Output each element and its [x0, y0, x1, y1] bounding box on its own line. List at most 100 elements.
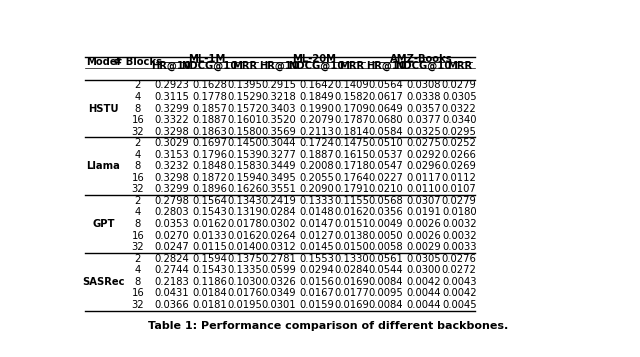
Text: 0.3495: 0.3495	[261, 173, 296, 183]
Text: 0.2079: 0.2079	[299, 115, 334, 125]
Text: 0.0296: 0.0296	[406, 161, 441, 171]
Text: 0.2090: 0.2090	[300, 184, 334, 194]
Text: 0.0180: 0.0180	[442, 207, 477, 217]
Text: 2: 2	[134, 196, 141, 206]
Text: 2: 2	[134, 253, 141, 263]
Text: 0.1863: 0.1863	[192, 127, 227, 137]
Text: 2: 2	[134, 138, 141, 148]
Text: 0.0150: 0.0150	[335, 242, 369, 252]
Text: 0.2419: 0.2419	[261, 196, 296, 206]
Text: 0.0117: 0.0117	[406, 173, 441, 183]
Text: 0.0568: 0.0568	[369, 196, 403, 206]
Text: 0.0252: 0.0252	[442, 138, 477, 148]
Text: 0.1553: 0.1553	[299, 253, 334, 263]
Text: 0.0115: 0.0115	[192, 242, 227, 252]
Text: 0.1709: 0.1709	[335, 104, 369, 114]
Text: 0.0510: 0.0510	[369, 138, 403, 148]
Text: 0.1030: 0.1030	[228, 277, 262, 287]
Text: 0.0181: 0.0181	[192, 300, 227, 310]
Text: 0.1849: 0.1849	[300, 92, 334, 102]
Text: 0.1601: 0.1601	[227, 115, 262, 125]
Text: 0.0305: 0.0305	[442, 92, 477, 102]
Text: 0.0537: 0.0537	[369, 150, 403, 160]
Text: NDCG@10: NDCG@10	[181, 60, 237, 71]
Text: 0.0210: 0.0210	[369, 184, 403, 194]
Text: 0.1626: 0.1626	[227, 184, 262, 194]
Text: 0.0044: 0.0044	[406, 288, 441, 298]
Text: 0.0107: 0.0107	[442, 184, 477, 194]
Text: 0.3153: 0.3153	[154, 150, 189, 160]
Text: 0.0266: 0.0266	[442, 150, 477, 160]
Text: 0.0029: 0.0029	[406, 242, 441, 252]
Text: 0.1333: 0.1333	[300, 196, 334, 206]
Text: 0.0312: 0.0312	[261, 242, 296, 252]
Text: 0.0159: 0.0159	[299, 300, 334, 310]
Text: 4: 4	[134, 265, 141, 275]
Text: 0.1787: 0.1787	[335, 115, 369, 125]
Text: 4: 4	[134, 207, 141, 217]
Text: 0.2113: 0.2113	[299, 127, 334, 137]
Text: 0.0140: 0.0140	[228, 242, 262, 252]
Text: 0.0547: 0.0547	[369, 161, 403, 171]
Text: 0.0649: 0.0649	[369, 104, 403, 114]
Text: 0.1155: 0.1155	[335, 196, 369, 206]
Text: 16: 16	[131, 288, 144, 298]
Text: 0.1583: 0.1583	[228, 161, 262, 171]
Text: 0.0084: 0.0084	[369, 300, 403, 310]
Text: 0.2923: 0.2923	[154, 80, 189, 90]
Text: 0.0195: 0.0195	[227, 300, 262, 310]
Text: 0.0044: 0.0044	[406, 300, 441, 310]
Text: 0.1580: 0.1580	[228, 127, 262, 137]
Text: MRR: MRR	[339, 61, 365, 71]
Text: 0.1848: 0.1848	[192, 161, 227, 171]
Text: 0.0356: 0.0356	[369, 207, 403, 217]
Text: 0.1791: 0.1791	[335, 184, 369, 194]
Text: 0.0353: 0.0353	[154, 219, 189, 229]
Text: 0.1543: 0.1543	[192, 207, 227, 217]
Text: 0.0162: 0.0162	[227, 231, 262, 241]
Text: HR@10: HR@10	[259, 60, 299, 71]
Text: 0.0167: 0.0167	[299, 288, 334, 298]
Text: 0.0599: 0.0599	[261, 265, 296, 275]
Text: 0.1857: 0.1857	[192, 104, 227, 114]
Text: 0.1564: 0.1564	[192, 196, 227, 206]
Text: 0.0178: 0.0178	[228, 219, 262, 229]
Text: 0.3322: 0.3322	[154, 115, 189, 125]
Text: 0.0276: 0.0276	[442, 253, 477, 263]
Text: 0.2915: 0.2915	[261, 80, 296, 90]
Text: 32: 32	[131, 127, 144, 137]
Text: 8: 8	[134, 277, 141, 287]
Text: 0.3298: 0.3298	[154, 127, 189, 137]
Text: 0.3218: 0.3218	[261, 92, 296, 102]
Text: 0.0561: 0.0561	[369, 253, 403, 263]
Text: 32: 32	[131, 300, 144, 310]
Text: HR@10: HR@10	[152, 60, 191, 71]
Text: 0.0247: 0.0247	[154, 242, 189, 252]
Text: 0.0544: 0.0544	[369, 265, 403, 275]
Text: 0.0043: 0.0043	[442, 277, 476, 287]
Text: 0.1186: 0.1186	[192, 277, 227, 287]
Text: 0.2781: 0.2781	[261, 253, 296, 263]
Text: 0.1764: 0.1764	[335, 173, 369, 183]
Text: 0.0340: 0.0340	[442, 115, 476, 125]
Text: 0.0148: 0.0148	[300, 207, 334, 217]
Text: 0.3298: 0.3298	[154, 173, 189, 183]
Text: 0.3449: 0.3449	[261, 161, 296, 171]
Text: 0.0377: 0.0377	[406, 115, 441, 125]
Text: 0.2824: 0.2824	[154, 253, 189, 263]
Text: 0.0133: 0.0133	[192, 231, 227, 241]
Text: 0.1343: 0.1343	[228, 196, 262, 206]
Text: 4: 4	[134, 150, 141, 160]
Text: 0.1409: 0.1409	[335, 80, 369, 90]
Text: Model: Model	[86, 57, 120, 67]
Text: 0.0357: 0.0357	[406, 104, 441, 114]
Text: 0.0058: 0.0058	[369, 242, 403, 252]
Text: AMZ-Books: AMZ-Books	[390, 54, 452, 64]
Text: 0.0617: 0.0617	[369, 92, 403, 102]
Text: 0.0049: 0.0049	[369, 219, 403, 229]
Text: 0.1990: 0.1990	[299, 104, 334, 114]
Text: 0.0227: 0.0227	[369, 173, 403, 183]
Text: 0.1887: 0.1887	[192, 115, 227, 125]
Text: 0.0095: 0.0095	[369, 288, 403, 298]
Text: 0.1718: 0.1718	[335, 161, 369, 171]
